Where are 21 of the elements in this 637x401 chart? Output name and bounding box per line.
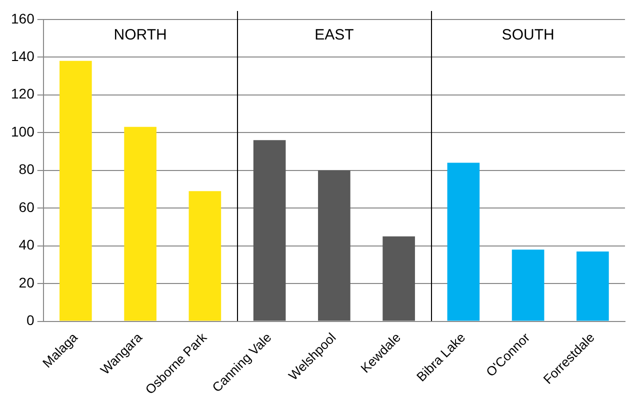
y-tick-label: 80 [18, 161, 35, 178]
y-tick-label: 60 [18, 198, 35, 215]
bar [382, 236, 415, 321]
y-tick-label: 0 [26, 312, 35, 328]
bar [188, 191, 222, 321]
y-tick-label: 20 [18, 274, 35, 290]
bar [318, 170, 350, 321]
annotation: SOUTH [502, 26, 554, 44]
y-tick-label: 120 [11, 86, 35, 102]
bar [60, 60, 92, 321]
y-tick-label: 160 [11, 10, 35, 26]
y-tick-label: 40 [18, 236, 35, 253]
y-tick-label: 100 [11, 123, 35, 140]
bar [124, 126, 156, 321]
bar [576, 251, 609, 321]
bar [447, 162, 480, 321]
bar [512, 250, 544, 321]
annotation: EAST [314, 26, 354, 44]
annotation: NORTH [114, 26, 167, 44]
bar [253, 140, 286, 321]
y-tick-label: 140 [11, 48, 35, 64]
